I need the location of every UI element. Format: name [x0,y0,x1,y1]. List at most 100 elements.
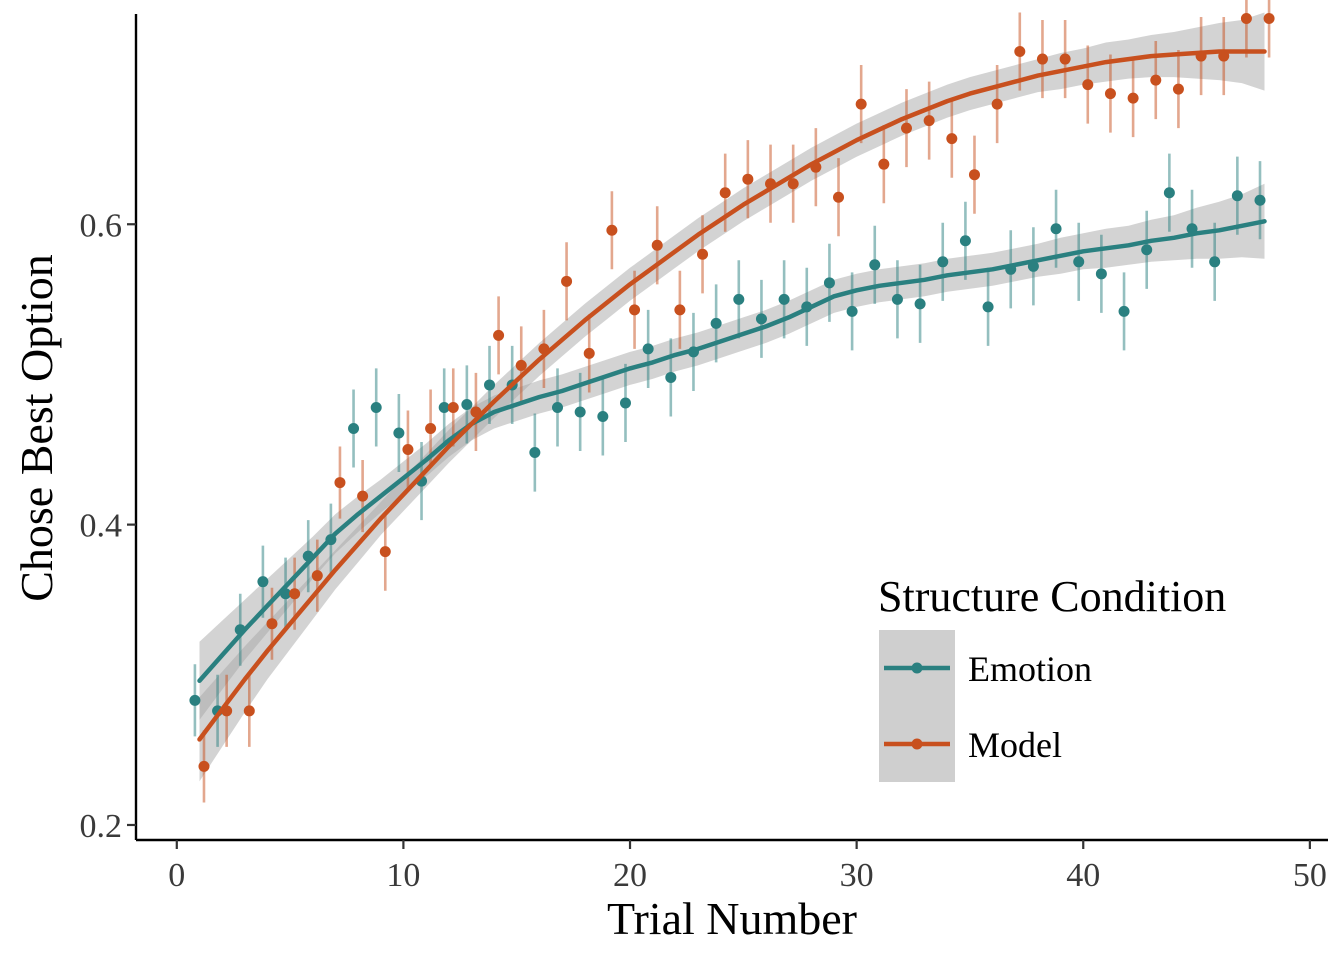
point-emotion [869,259,881,271]
point-model [379,546,391,558]
point-model [606,224,618,236]
point-model [1172,83,1184,95]
point-model [1082,79,1094,91]
point-model [855,98,867,110]
point-emotion [370,401,382,413]
point-emotion [710,317,722,329]
x-tick-label: 50 [1293,857,1327,894]
point-emotion [1209,256,1221,268]
point-emotion [552,401,564,413]
point-emotion [619,397,631,409]
point-model [900,122,912,134]
y-axis-ticks: 0.2 0.4 0.6 [80,207,136,845]
confidence-bands [199,12,1265,782]
legend-key-point-emotion [911,662,923,674]
x-tick-label: 0 [168,857,185,894]
point-emotion [1231,190,1243,202]
point-model [1059,53,1071,65]
point-emotion [461,398,473,410]
y-tick-label: 0.2 [80,808,123,845]
x-axis-title: Trial Number [607,893,857,944]
point-emotion [438,401,450,413]
point-model [425,423,437,435]
point-model [515,359,527,371]
point-emotion [529,447,541,459]
confidence-band-emotion [199,183,1265,720]
point-model [787,178,799,190]
point-emotion [914,298,926,310]
x-tick-label: 20 [613,857,647,894]
point-emotion [393,427,405,439]
point-emotion [846,305,858,317]
fit-line-emotion [197,219,1267,684]
point-model [447,401,459,413]
point-model [878,158,890,170]
point-emotion [348,423,360,435]
legend-key-background [879,630,955,782]
point-model [243,705,255,717]
point-model [923,115,935,127]
point-emotion [484,379,496,391]
point-emotion [1050,223,1062,235]
point-model [1127,92,1139,104]
y-tick-label: 0.6 [80,207,123,244]
point-model [493,329,505,341]
point-model [991,98,1003,110]
point-model [561,275,573,287]
point-model [742,173,754,185]
point-emotion [1163,187,1175,199]
point-emotion [982,301,994,313]
point-model [289,588,301,600]
point-model [311,570,323,582]
error-bars [193,0,1271,803]
point-model [1036,53,1048,65]
point-emotion [574,406,586,418]
point-model [968,169,980,181]
y-tick-label: 0.4 [80,508,123,545]
point-emotion [1254,194,1266,206]
point-model [719,187,731,199]
point-emotion [937,256,949,268]
point-model [402,444,414,456]
fit-line-model [197,49,1267,742]
y-axis-title: Chose Best Option [11,254,62,602]
point-emotion [1141,244,1153,256]
point-model [1263,13,1275,25]
point-emotion [257,576,269,588]
x-tick-label: 30 [840,857,874,894]
legend-title: Structure Condition [878,572,1226,621]
point-model [1150,74,1162,86]
point-model [946,133,958,145]
point-emotion [665,371,677,383]
point-emotion [778,293,790,305]
point-model [357,490,369,502]
point-model [1104,88,1116,100]
point-model [1014,46,1026,58]
point-model [674,304,686,316]
point-model [629,304,641,316]
point-model [583,347,595,359]
legend: Structure Condition Emotion Model [878,572,1226,782]
point-emotion [1073,256,1085,268]
point-emotion [1118,305,1130,317]
data-points [189,13,1275,772]
point-emotion [733,293,745,305]
point-emotion [597,410,609,422]
point-emotion [891,293,903,305]
point-model [334,477,346,489]
point-model [266,618,278,630]
point-model [697,248,709,260]
point-emotion [189,694,201,706]
point-emotion [755,313,767,325]
legend-key-point-model [911,738,923,750]
point-model [1240,13,1252,25]
point-model [833,191,845,203]
point-emotion [959,235,971,247]
point-model [198,760,210,772]
x-tick-label: 10 [386,857,420,894]
point-model [651,239,663,251]
fit-lines [197,49,1267,742]
confidence-band-model [199,12,1265,782]
legend-label-emotion: Emotion [968,649,1092,689]
